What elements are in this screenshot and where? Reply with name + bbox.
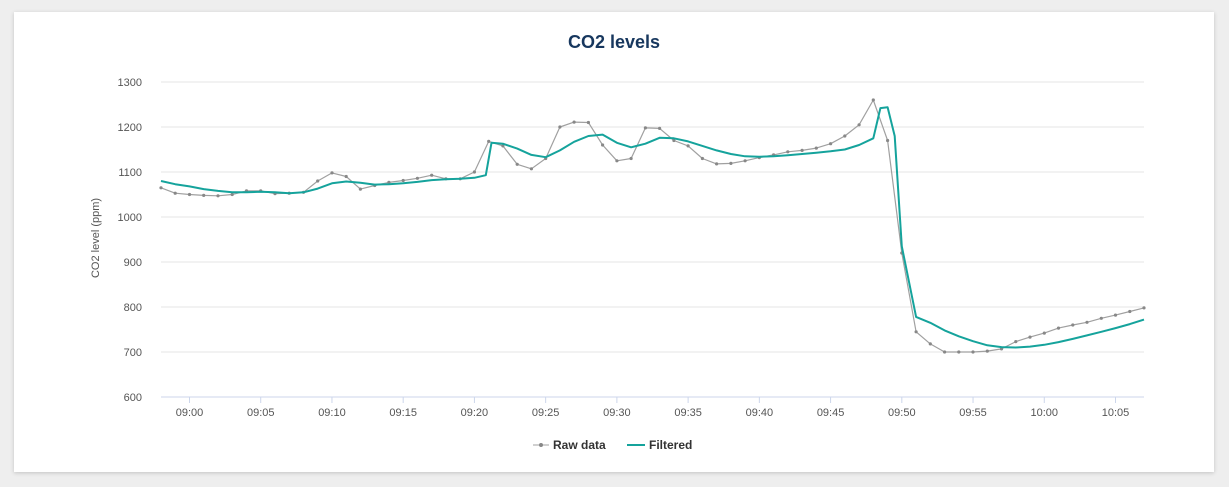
x-tick-label: 09:55 bbox=[959, 407, 987, 419]
raw-data-point[interactable] bbox=[316, 179, 320, 183]
raw-data-point[interactable] bbox=[173, 191, 177, 195]
raw-data-point[interactable] bbox=[430, 173, 434, 177]
raw-data-point[interactable] bbox=[487, 139, 491, 143]
y-tick-label: 1200 bbox=[118, 122, 142, 134]
y-tick-label: 1300 bbox=[118, 77, 142, 89]
legend-raw-data-label: Raw data bbox=[553, 438, 606, 452]
y-tick-label: 1000 bbox=[118, 212, 142, 224]
y-axis-ticks: 600 700 800 900 1000 1100 1200 1300 bbox=[118, 77, 142, 404]
x-tick-label: 09:40 bbox=[746, 407, 774, 419]
x-tick-label: 09:05 bbox=[247, 407, 275, 419]
x-tick-label: 09:00 bbox=[176, 407, 204, 419]
x-tick-label: 09:50 bbox=[888, 407, 916, 419]
raw-data-point[interactable] bbox=[715, 162, 719, 166]
raw-data-point[interactable] bbox=[501, 144, 505, 148]
raw-data-point[interactable] bbox=[216, 194, 220, 198]
raw-data-point[interactable] bbox=[1042, 331, 1046, 335]
raw-data-point[interactable] bbox=[572, 120, 576, 124]
raw-data-point[interactable] bbox=[1142, 306, 1146, 310]
series-group bbox=[159, 98, 1146, 354]
x-tick-label: 10:00 bbox=[1031, 407, 1059, 419]
x-axis-ticks: 09:00 09:05 09:10 09:15 09:20 09:25 09:30 09:35… bbox=[176, 397, 1130, 419]
raw-data-point[interactable] bbox=[1071, 323, 1075, 327]
series-line-filtered[interactable] bbox=[160, 106, 1145, 349]
x-tick-label: 09:25 bbox=[532, 407, 560, 419]
raw-data-point[interactable] bbox=[928, 342, 932, 346]
raw-data-point[interactable] bbox=[401, 178, 405, 183]
raw-data-point[interactable] bbox=[358, 187, 362, 191]
y-axis-title: CO2 level (ppm) bbox=[90, 198, 102, 278]
raw-data-point[interactable] bbox=[643, 126, 648, 130]
raw-data-point[interactable] bbox=[672, 138, 676, 143]
raw-data-point[interactable] bbox=[658, 126, 662, 130]
x-tick-label: 09:10 bbox=[318, 407, 346, 419]
raw-data-point[interactable] bbox=[814, 146, 818, 150]
x-tick-label: 09:45 bbox=[817, 407, 845, 419]
raw-data-point[interactable] bbox=[1128, 309, 1132, 314]
raw-data-point[interactable] bbox=[871, 98, 875, 102]
raw-data-point[interactable] bbox=[700, 156, 705, 161]
raw-data-point[interactable] bbox=[159, 186, 163, 190]
raw-data-point[interactable] bbox=[1028, 335, 1032, 339]
chart-card: CO2 levels 600 700 800 900 1000 1100 1200 1300 … bbox=[14, 12, 1214, 472]
raw-data-point[interactable] bbox=[886, 138, 890, 143]
series-line-raw-data[interactable] bbox=[160, 99, 1145, 353]
y-tick-label: 800 bbox=[124, 302, 142, 314]
raw-data-point[interactable] bbox=[914, 330, 918, 334]
raw-data-point[interactable] bbox=[743, 159, 747, 163]
raw-data-point[interactable] bbox=[786, 150, 790, 154]
legend-item-raw-data[interactable]: Raw data bbox=[533, 438, 606, 452]
x-tick-label: 09:20 bbox=[461, 407, 489, 419]
chart-title: CO2 levels bbox=[568, 32, 660, 52]
raw-data-point[interactable] bbox=[529, 167, 534, 171]
co2-line-chart: CO2 levels 6007008009001000110012001300 … bbox=[90, 32, 1146, 452]
legend-filtered-label: Filtered bbox=[649, 438, 692, 452]
raw-data-point[interactable] bbox=[415, 176, 419, 180]
raw-data-point[interactable] bbox=[230, 192, 234, 197]
raw-data-point[interactable] bbox=[857, 123, 861, 127]
raw-data-point[interactable] bbox=[601, 143, 605, 147]
raw-data-point[interactable] bbox=[615, 159, 619, 163]
raw-data-point[interactable] bbox=[829, 142, 833, 146]
raw-data-point[interactable] bbox=[187, 192, 192, 197]
gridlines bbox=[161, 81, 1144, 353]
y-tick-label: 700 bbox=[124, 347, 142, 359]
x-tick-label: 09:30 bbox=[603, 407, 631, 419]
y-tick-label: 600 bbox=[124, 392, 142, 404]
y-tick-label: 900 bbox=[124, 257, 142, 269]
legend-raw-data-marker bbox=[539, 443, 543, 447]
raw-data-point[interactable] bbox=[686, 144, 690, 148]
raw-data-point[interactable] bbox=[843, 134, 847, 138]
raw-data-point[interactable] bbox=[1056, 326, 1061, 330]
raw-data-point[interactable] bbox=[1113, 313, 1118, 317]
raw-data-point[interactable] bbox=[202, 193, 206, 197]
raw-data-point[interactable] bbox=[515, 162, 519, 166]
raw-data-point[interactable] bbox=[943, 350, 947, 354]
raw-data-point[interactable] bbox=[344, 174, 348, 179]
raw-data-point[interactable] bbox=[971, 350, 975, 354]
raw-data-point[interactable] bbox=[1085, 320, 1089, 324]
x-tick-label: 09:35 bbox=[674, 407, 702, 419]
raw-data-point[interactable] bbox=[330, 171, 334, 175]
y-tick-label: 1100 bbox=[118, 167, 142, 179]
raw-data-point[interactable] bbox=[800, 148, 804, 152]
raw-data-point[interactable] bbox=[1099, 316, 1103, 320]
x-tick-label: 09:15 bbox=[389, 407, 417, 419]
raw-data-point[interactable] bbox=[629, 156, 633, 161]
raw-data-point[interactable] bbox=[957, 350, 961, 354]
raw-data-point[interactable] bbox=[472, 170, 476, 174]
raw-data-point[interactable] bbox=[729, 161, 733, 165]
raw-data-point[interactable] bbox=[586, 120, 591, 125]
legend-item-filtered[interactable]: Filtered bbox=[627, 438, 692, 452]
raw-data-point[interactable] bbox=[558, 125, 562, 129]
legend: Raw data Filtered bbox=[533, 438, 692, 452]
x-tick-label: 10:05 bbox=[1102, 407, 1130, 419]
raw-data-point[interactable] bbox=[985, 349, 989, 353]
raw-data-point[interactable] bbox=[1014, 340, 1018, 344]
